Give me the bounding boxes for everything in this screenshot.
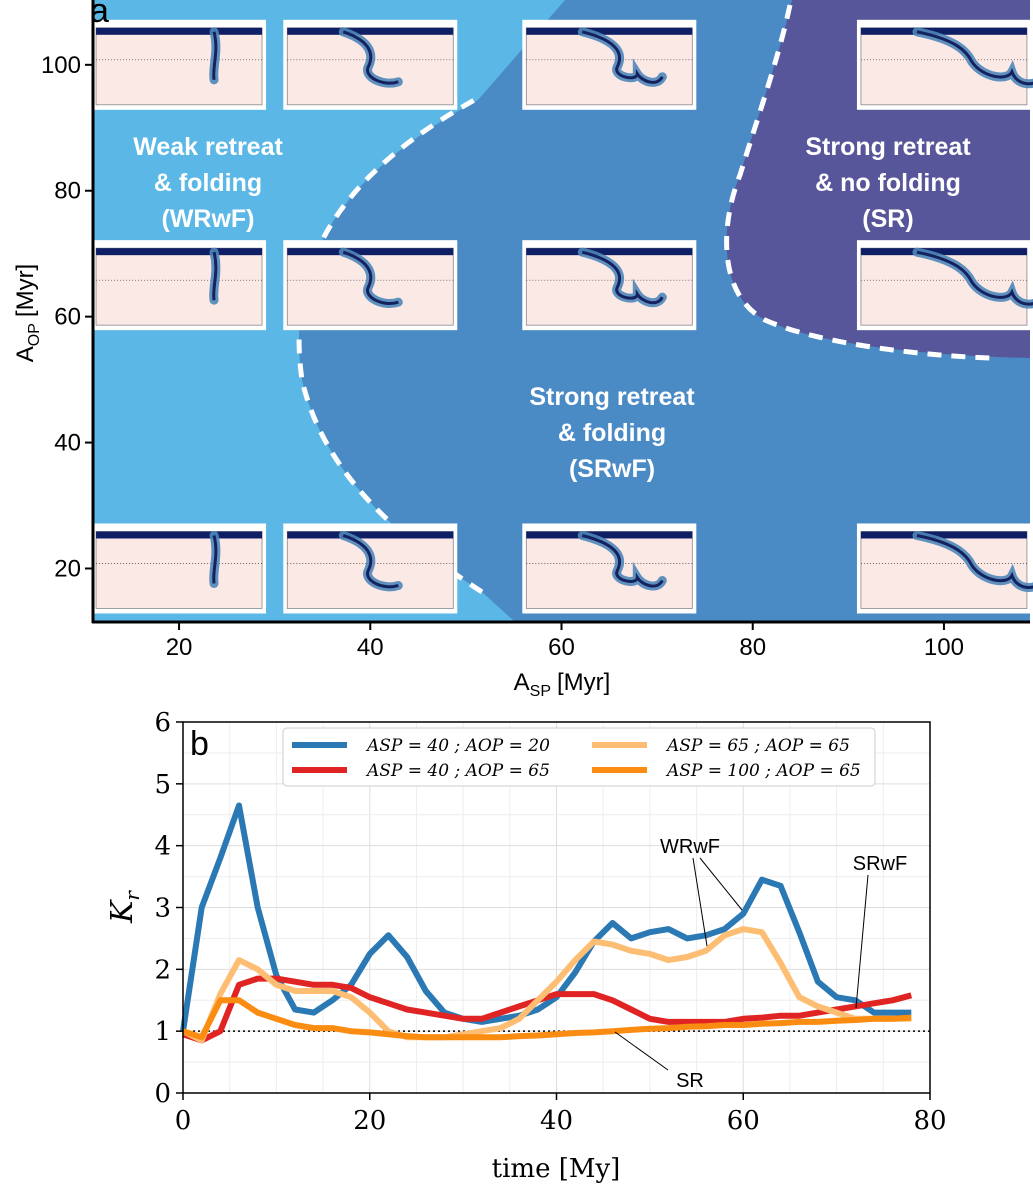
x-tick-label: 40 xyxy=(357,634,384,661)
thumb-plate xyxy=(861,531,1027,538)
thumbnails xyxy=(92,20,1033,614)
thumb-mantle xyxy=(96,531,262,608)
simulation-thumbnail xyxy=(522,20,696,110)
simulation-thumbnail xyxy=(283,523,457,613)
annotation: SR xyxy=(676,1070,704,1092)
y-label-part: [Myr] xyxy=(12,264,39,317)
thumb-plate xyxy=(526,28,692,35)
x-axis-label: time [My] xyxy=(492,1154,621,1184)
x-label-part: [Myr] xyxy=(557,669,610,696)
y-label-part: r xyxy=(120,890,144,901)
thumb-plate xyxy=(526,248,692,255)
region-label: (WRwF) xyxy=(161,205,254,233)
annotation: WRwF xyxy=(660,836,720,858)
thumb-plate xyxy=(287,28,453,35)
x-label-part: A xyxy=(514,669,530,696)
simulation-thumbnail xyxy=(857,240,1033,330)
panel-label: b xyxy=(190,725,209,763)
thumb-plate xyxy=(287,248,453,255)
thumb-plate xyxy=(96,28,262,35)
x-tick-label: 60 xyxy=(727,1106,760,1136)
region-label: Strong retreat xyxy=(805,133,971,161)
x-tick-label: 60 xyxy=(548,634,575,661)
x-tick-label: 80 xyxy=(913,1106,946,1136)
y-axis-label: AOP [Myr] xyxy=(12,264,43,362)
x-tick-label: 40 xyxy=(540,1106,573,1136)
annotation: SRwF xyxy=(853,853,907,875)
legend-label: ASP = 40 ; AOP = 20 xyxy=(365,736,550,756)
simulation-thumbnail xyxy=(522,523,696,613)
region-label: (SR) xyxy=(862,205,913,233)
panel-label: a xyxy=(90,0,109,30)
x-tick-label: 20 xyxy=(166,634,193,661)
y-tick-label: 80 xyxy=(54,178,81,205)
y-tick-label: 20 xyxy=(54,555,81,582)
y-tick-label: 0 xyxy=(154,1079,171,1109)
y-label-part: OP xyxy=(26,323,43,346)
simulation-thumbnail xyxy=(857,20,1033,110)
y-tick-label: 4 xyxy=(154,832,171,862)
legend-label: ASP = 40 ; AOP = 65 xyxy=(365,761,550,781)
y-tick-label: 100 xyxy=(41,52,81,79)
legend-label: ASP = 100 ; AOP = 65 xyxy=(665,761,861,781)
panel-b: ASP = 40 ; AOP = 20 ASP = 40 ; AOP = 65 AS… xyxy=(105,708,947,1184)
thumb-mantle xyxy=(96,248,262,325)
region-label: & folding xyxy=(154,169,262,197)
simulation-thumbnail xyxy=(283,20,457,110)
y-axis-label: Kr xyxy=(105,890,144,924)
y-tick-label: 60 xyxy=(54,304,81,331)
figure: Weak retreat & folding (WRwF) Strong ret… xyxy=(0,0,1033,1195)
y-tick-label: 1 xyxy=(154,1017,171,1047)
legend-label: ASP = 65 ; AOP = 65 xyxy=(665,736,850,756)
thumb-plate xyxy=(96,531,262,538)
x-tick-label: 0 xyxy=(175,1106,192,1136)
y-tick-label: 2 xyxy=(154,955,171,985)
y-tick-label: 6 xyxy=(154,708,171,738)
simulation-thumbnail xyxy=(92,523,266,613)
simulation-thumbnail xyxy=(92,20,266,110)
legend: ASP = 40 ; AOP = 20 ASP = 40 ; AOP = 65 AS… xyxy=(283,728,875,786)
y-tick-label: 40 xyxy=(54,430,81,457)
y-tick-label: 3 xyxy=(154,894,171,924)
simulation-thumbnail xyxy=(92,240,266,330)
thumb-mantle xyxy=(96,28,262,105)
panel-a: Weak retreat & folding (WRwF) Strong ret… xyxy=(12,0,1033,700)
x-axis-label: ASP [Myr] xyxy=(514,669,611,700)
y-label-part: A xyxy=(12,346,39,362)
region-label: & no folding xyxy=(815,169,961,197)
thumb-plate xyxy=(861,28,1027,35)
y-label-part: K xyxy=(105,899,140,924)
simulation-thumbnail xyxy=(857,523,1033,613)
simulation-thumbnail xyxy=(283,240,457,330)
x-label-part: SP xyxy=(530,683,551,700)
region-label: & folding xyxy=(558,419,666,447)
region-label: Strong retreat xyxy=(529,383,695,411)
region-label: (SRwF) xyxy=(569,455,655,483)
region-label: Weak retreat xyxy=(133,133,283,161)
thumb-plate xyxy=(861,248,1027,255)
thumb-plate xyxy=(526,531,692,538)
x-tick-label: 100 xyxy=(924,634,964,661)
y-tick-label: 5 xyxy=(154,770,171,800)
thumb-plate xyxy=(287,531,453,538)
thumb-plate xyxy=(96,248,262,255)
x-tick-label: 80 xyxy=(739,634,766,661)
x-tick-label: 20 xyxy=(353,1106,386,1136)
simulation-thumbnail xyxy=(522,240,696,330)
